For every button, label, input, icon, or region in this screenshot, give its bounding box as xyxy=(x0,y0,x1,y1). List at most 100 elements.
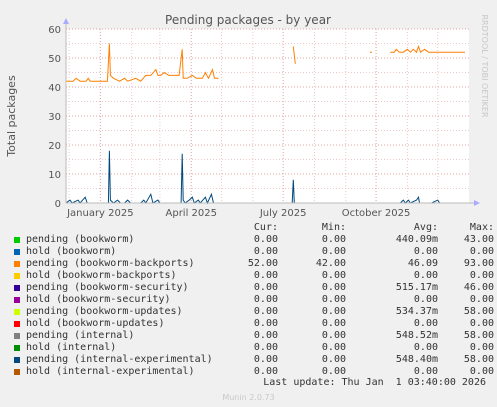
legend-row: pending (internal-experimental) 0.00 0.00 5… xyxy=(0,354,497,366)
legend-header-max: Max: xyxy=(469,222,494,233)
legend-series-name: pending (bookworm-updates) xyxy=(26,306,183,317)
legend-swatch xyxy=(14,261,20,267)
legend-swatch xyxy=(14,237,20,243)
legend-min-value: 42.00 xyxy=(315,258,346,269)
legend-max-value: 58.00 xyxy=(463,330,494,341)
legend-cur-value: 0.00 xyxy=(253,366,278,377)
legend-header: Cur: Min: Avg: Max: xyxy=(0,222,497,234)
legend-cur-value: 0.00 xyxy=(253,294,278,305)
legend-min-value: 0.00 xyxy=(321,354,346,365)
legend-series-name: hold (bookworm-updates) xyxy=(26,318,165,329)
legend-min-value: 0.00 xyxy=(321,330,346,341)
legend-header-avg: Avg: xyxy=(413,222,438,233)
legend-series-name: pending (bookworm-security) xyxy=(26,282,189,293)
legend-max-value: 0.00 xyxy=(469,366,494,377)
legend-max-value: 0.00 xyxy=(469,270,494,281)
legend-swatch xyxy=(14,333,20,339)
legend-min-value: 0.00 xyxy=(321,366,346,377)
legend-row: hold (bookworm-backports) 0.00 0.00 0.00 0.0… xyxy=(0,270,497,282)
legend-cur-value: 0.00 xyxy=(253,330,278,341)
legend-swatch xyxy=(14,285,20,291)
legend-min-value: 0.00 xyxy=(321,282,346,293)
legend-swatch xyxy=(14,369,20,375)
legend-row: hold (bookworm-security) 0.00 0.00 0.00 0.00 xyxy=(0,294,497,306)
legend-cur-value: 0.00 xyxy=(253,318,278,329)
y-tick-label: 50 xyxy=(48,54,61,65)
legend-row: hold (internal-experimental) 0.00 0.00 0.00… xyxy=(0,366,497,378)
legend-avg-value: 0.00 xyxy=(413,246,438,257)
legend-swatch xyxy=(14,297,20,303)
legend-header-cur: Cur: xyxy=(253,222,278,233)
legend-swatch xyxy=(14,309,20,315)
legend-max-value: 0.00 xyxy=(469,318,494,329)
legend-swatch xyxy=(14,345,20,351)
y-tick-label: 40 xyxy=(48,83,61,94)
legend-avg-value: 548.40m xyxy=(395,354,438,365)
legend-cur-value: 0.00 xyxy=(253,306,278,317)
y-axis-label: Total packages xyxy=(5,75,18,158)
legend-max-value: 46.00 xyxy=(463,282,494,293)
legend-cur-value: 0.00 xyxy=(253,354,278,365)
y-tick-label: 10 xyxy=(48,170,61,181)
y-tick-label: 20 xyxy=(48,141,61,152)
series-line-pending-bookworm-backports xyxy=(66,43,465,82)
legend-series-name: pending (internal) xyxy=(26,330,135,341)
legend-min-value: 0.00 xyxy=(321,306,346,317)
legend-min-value: 0.00 xyxy=(321,294,346,305)
legend-max-value: 43.00 xyxy=(463,234,494,245)
legend-row: pending (bookworm-backports) 52.00 42.00 46… xyxy=(0,258,497,270)
legend-max-value: 58.00 xyxy=(463,354,494,365)
legend-header-min: Min: xyxy=(321,222,346,233)
legend-min-value: 0.00 xyxy=(321,270,346,281)
legend-rows: pending (bookworm) 0.00 0.00 440.09m 43.00 ho… xyxy=(0,234,497,378)
legend-max-value: 93.00 xyxy=(463,258,494,269)
legend-min-value: 0.00 xyxy=(321,246,346,257)
legend-avg-value: 534.37m xyxy=(395,306,438,317)
legend-avg-value: 0.00 xyxy=(413,294,438,305)
legend-cur-value: 0.00 xyxy=(253,342,278,353)
legend-max-value: 0.00 xyxy=(469,342,494,353)
legend-max-value: 0.00 xyxy=(469,294,494,305)
legend-swatch xyxy=(14,321,20,327)
legend-series-name: pending (internal-experimental) xyxy=(26,354,213,365)
x-axis-arrow xyxy=(474,200,480,206)
legend-series-name: hold (bookworm-backports) xyxy=(26,270,177,281)
legend-avg-value: 515.17m xyxy=(395,282,438,293)
legend-avg-value: 0.00 xyxy=(413,318,438,329)
legend-cur-value: 0.00 xyxy=(253,282,278,293)
legend-series-name: pending (bookworm) xyxy=(26,234,135,245)
legend-row: pending (bookworm-updates) 0.00 0.00 534.37… xyxy=(0,306,497,318)
legend-row: pending (internal) 0.00 0.00 548.52m 58.00 xyxy=(0,330,497,342)
legend-cur-value: 0.00 xyxy=(253,234,278,245)
legend-series-name: hold (bookworm-security) xyxy=(26,294,171,305)
legend-row: hold (bookworm) 0.00 0.00 0.00 0.00 xyxy=(0,246,497,258)
x-tick-label: April 2025 xyxy=(166,208,217,219)
legend-min-value: 0.00 xyxy=(321,234,346,245)
legend-avg-value: 548.52m xyxy=(395,330,438,341)
legend-max-value: 0.00 xyxy=(469,246,494,257)
legend-row: hold (internal) 0.00 0.00 0.00 0.00 xyxy=(0,342,497,354)
legend-swatch xyxy=(14,357,20,363)
legend-avg-value: 0.00 xyxy=(413,366,438,377)
chart-title: Pending packages - by year xyxy=(165,13,331,27)
legend-cur-value: 0.00 xyxy=(253,246,278,257)
y-tick-label: 60 xyxy=(48,25,61,36)
chart-svg: 0 10 20 30 40 50 60 January 2025 April 2025 July … xyxy=(5,13,489,219)
legend: Cur: Min: Avg: Max: pending (bookworm) 0.… xyxy=(0,222,497,378)
legend-row: pending (bookworm-security) 0.00 0.00 515.1… xyxy=(0,282,497,294)
legend-swatch xyxy=(14,249,20,255)
legend-series-name: hold (bookworm) xyxy=(26,246,117,257)
rrdtool-credit: RRDTOOL / TOBI OETIKER xyxy=(480,14,489,117)
munin-version-text: Munin 2.0.73 xyxy=(222,393,275,402)
legend-series-name: hold (internal-experimental) xyxy=(26,366,195,377)
legend-max-value: 58.00 xyxy=(463,306,494,317)
x-tick-label: January 2025 xyxy=(66,208,134,219)
last-update-text: Last update: Thu Jan 1 03:40:00 2026 xyxy=(263,377,486,388)
y-axis-arrow xyxy=(63,18,69,24)
y-tick-label: 30 xyxy=(48,112,61,123)
x-tick-label: October 2025 xyxy=(342,208,411,219)
legend-avg-value: 0.00 xyxy=(413,342,438,353)
x-tick-label: July 2025 xyxy=(259,208,307,219)
legend-min-value: 0.00 xyxy=(321,342,346,353)
legend-cur-value: 52.00 xyxy=(247,258,278,269)
